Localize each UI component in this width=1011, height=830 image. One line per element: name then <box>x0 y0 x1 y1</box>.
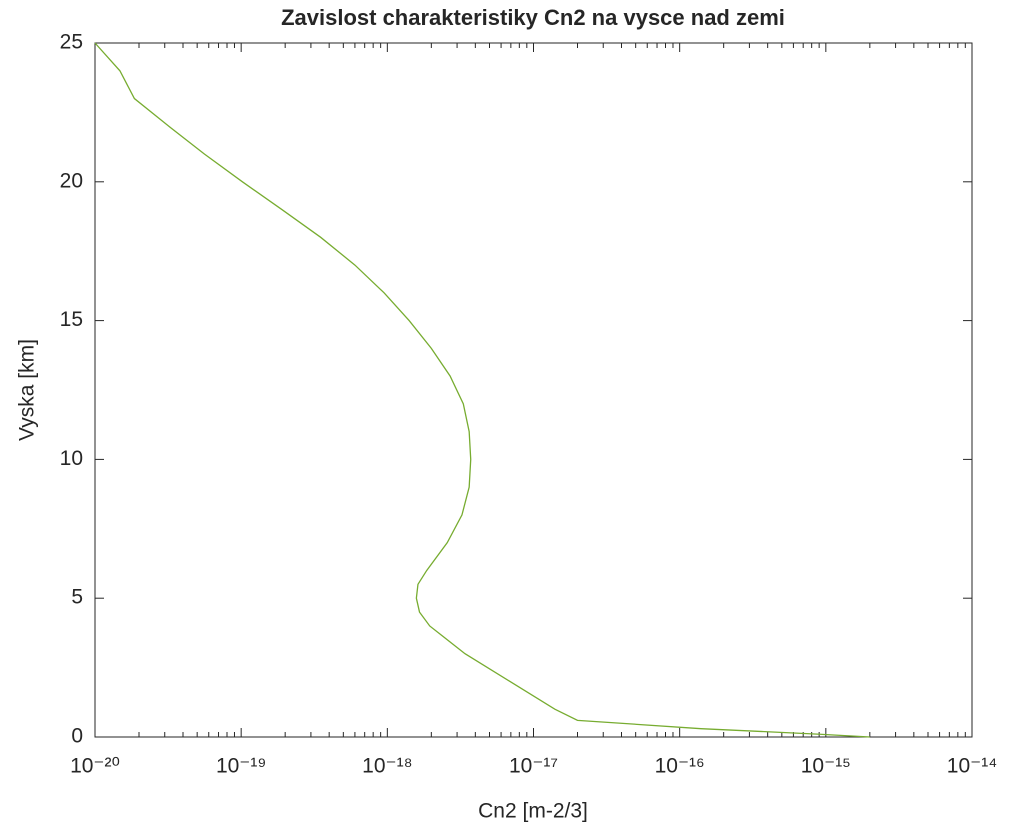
x-tick-label: 10⁻¹⁷ <box>509 755 558 778</box>
x-tick-label: 10⁻¹⁸ <box>362 755 412 778</box>
y-tick-label: 25 <box>60 31 83 54</box>
x-axis-label: Cn2 [m-2/3] <box>478 800 588 823</box>
data-line <box>94 42 870 738</box>
x-tick-label: 10⁻¹⁹ <box>216 755 266 778</box>
y-tick-label: 10 <box>60 447 83 470</box>
y-tick-label: 5 <box>71 586 83 609</box>
y-axis-label: Vyska [km] <box>16 339 39 441</box>
chart-title: Zavislost charakteristiky Cn2 na vysce n… <box>281 5 785 30</box>
y-tick-label: 0 <box>71 725 83 748</box>
x-tick-label: 10⁻¹⁶ <box>655 755 705 778</box>
axes-box <box>94 42 973 738</box>
x-tick-label: 10⁻¹⁴ <box>947 755 997 778</box>
y-tick-label: 15 <box>60 308 83 331</box>
y-tick-label: 20 <box>60 169 83 192</box>
x-tick-label: 10⁻¹⁵ <box>801 755 851 778</box>
plot-area <box>95 43 972 737</box>
x-tick-label: 10⁻²⁰ <box>70 755 120 778</box>
